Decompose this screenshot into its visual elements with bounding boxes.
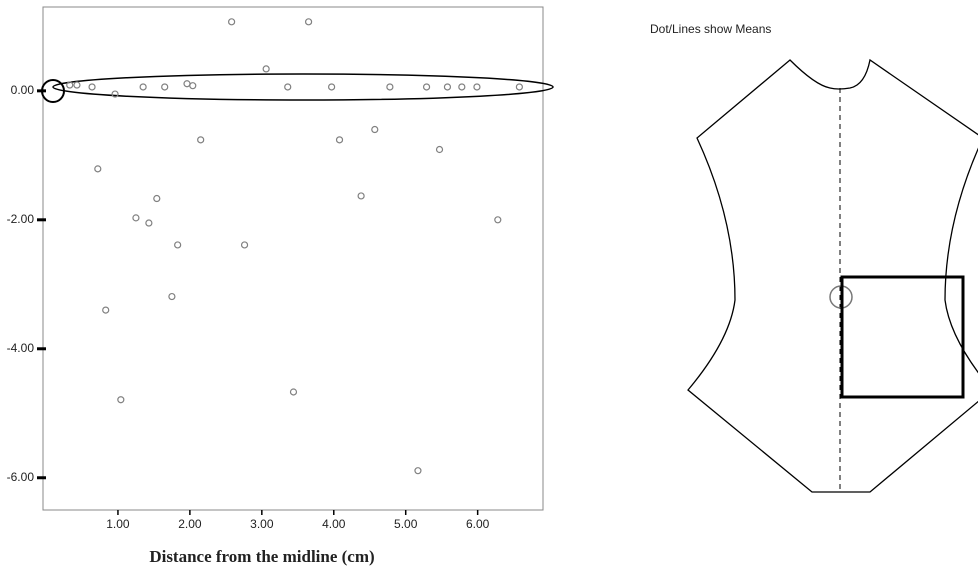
point xyxy=(495,217,501,223)
point xyxy=(133,215,139,221)
x-axis-label: Distance from the midline (cm) xyxy=(149,547,374,566)
point xyxy=(184,81,190,87)
point xyxy=(118,397,124,403)
point xyxy=(290,389,296,395)
x-tick-label: 3.00 xyxy=(250,517,274,531)
point xyxy=(516,84,522,90)
y-tick-label: -2.00 xyxy=(7,212,35,226)
highlight-ellipse xyxy=(53,74,553,100)
x-tick-label: 5.00 xyxy=(394,517,418,531)
point xyxy=(175,242,181,248)
diagram-caption: Dot/Lines show Means xyxy=(650,22,771,36)
point xyxy=(229,19,235,25)
page: Distance from the midline (cm) Dot/Lines… xyxy=(0,0,978,583)
point xyxy=(169,294,175,300)
point xyxy=(285,84,291,90)
point xyxy=(444,84,450,90)
point xyxy=(89,84,95,90)
x-tick-label: 2.00 xyxy=(178,517,202,531)
point xyxy=(74,82,80,88)
point xyxy=(474,84,480,90)
point xyxy=(329,84,335,90)
point xyxy=(140,84,146,90)
point xyxy=(358,193,364,199)
x-tick-label: 6.00 xyxy=(466,517,490,531)
point xyxy=(337,137,343,143)
point xyxy=(437,147,443,153)
point xyxy=(459,84,465,90)
point xyxy=(372,127,378,133)
point xyxy=(103,307,109,313)
point xyxy=(242,242,248,248)
point xyxy=(198,137,204,143)
point xyxy=(190,83,196,89)
point xyxy=(424,84,430,90)
point xyxy=(415,468,421,474)
point xyxy=(263,66,269,72)
y-tick-label: 0.00 xyxy=(11,83,35,97)
point xyxy=(306,19,312,25)
point xyxy=(387,84,393,90)
plot-frame xyxy=(43,7,543,510)
x-tick-label: 1.00 xyxy=(106,517,130,531)
point xyxy=(162,84,168,90)
point xyxy=(95,166,101,172)
y-tick-label: -6.00 xyxy=(7,470,35,484)
point xyxy=(154,196,160,202)
y-tick-label: -4.00 xyxy=(7,341,35,355)
x-tick-label: 4.00 xyxy=(322,517,346,531)
point xyxy=(146,220,152,226)
